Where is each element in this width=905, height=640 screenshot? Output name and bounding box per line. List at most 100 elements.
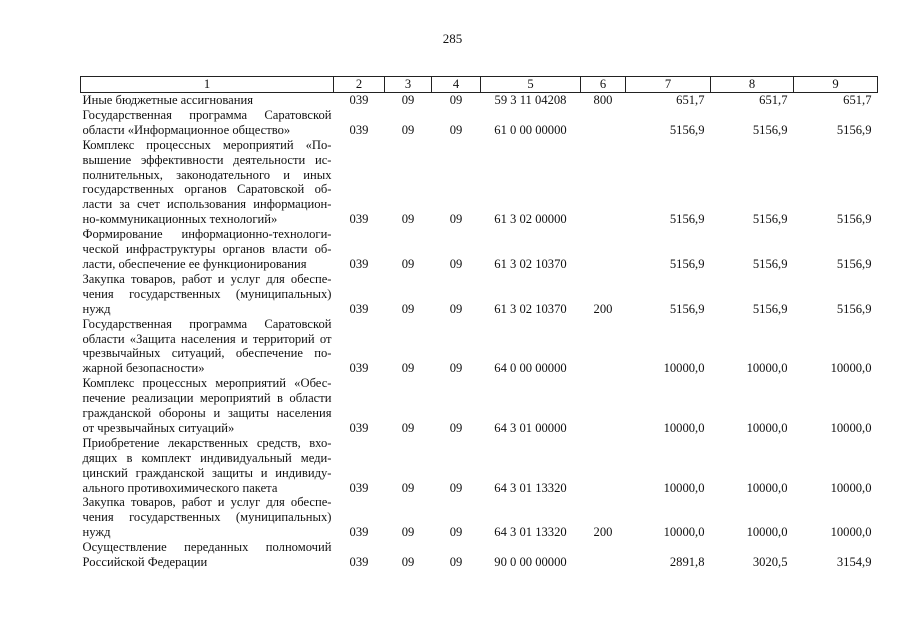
target-article: 64 3 01 00000 <box>494 420 567 435</box>
description-line: дящих в комплект индивидуальный меди- <box>82 450 332 465</box>
expense-type: 200 <box>593 301 613 316</box>
target-article: 61 3 02 00000 <box>494 212 567 227</box>
column-header-8: 8 <box>710 76 794 93</box>
table-row: Приобретение лекарственных средств, вхо-… <box>81 436 878 496</box>
amount-year-2: 10000,0 <box>746 525 788 540</box>
amount-year-1: 10000,0 <box>663 361 705 376</box>
description-line: ческой инфраструктуры органов власти об- <box>82 242 332 257</box>
column-header-7: 7 <box>625 76 711 93</box>
target-article: 59 3 11 04208 <box>494 93 567 107</box>
target-article: 90 0 00 00000 <box>494 555 567 570</box>
description-line: Государственная программа Саратовской <box>82 316 332 331</box>
row-description: Комплекс процессных мероприятий «Обес-пе… <box>81 376 334 436</box>
amount-year-3: 5156,9 <box>836 212 872 227</box>
page-number: 285 <box>442 31 463 46</box>
amount-year-2: 5156,9 <box>752 212 788 227</box>
target-article: 61 3 02 10370 <box>494 301 567 316</box>
admin-code: 039 <box>349 256 369 271</box>
subsection: 09 <box>449 256 463 271</box>
expense-type: 800 <box>593 93 613 107</box>
column-header-9: 9 <box>793 76 878 93</box>
section: 09 <box>401 93 415 107</box>
subsection: 09 <box>449 93 463 107</box>
amount-year-2: 10000,0 <box>746 480 788 495</box>
expense-type <box>581 540 626 570</box>
description-line: чения государственных (муниципальных) <box>82 286 332 301</box>
section: 09 <box>401 420 415 435</box>
target-article: 64 3 01 13320 <box>494 480 567 495</box>
admin-code: 039 <box>349 301 369 316</box>
description-line: нужд <box>82 301 111 316</box>
amount-year-3: 10000,0 <box>830 361 872 376</box>
description-line: полнительных, законодательного и иных <box>82 167 332 182</box>
subsection: 09 <box>449 525 463 540</box>
subsection: 09 <box>449 420 463 435</box>
table-row: Государственная программа Саратовской обл… <box>81 108 878 138</box>
amount-year-1: 2891,8 <box>669 555 705 570</box>
description-line: жарной безопасности» <box>82 361 205 376</box>
subsection: 09 <box>449 555 463 570</box>
expense-type <box>581 138 626 227</box>
row-description: Закупка товаров, работ и услуг для обесп… <box>81 272 334 317</box>
amount-year-2: 5156,9 <box>752 301 788 316</box>
row-description: Осуществление переданных полномочий Росси… <box>81 540 334 570</box>
column-header-4: 4 <box>431 76 481 93</box>
table-row: Осуществление переданных полномочий Росси… <box>81 540 878 570</box>
description-line: гражданской обороны и защиты населения <box>82 406 332 421</box>
subsection: 09 <box>449 480 463 495</box>
amount-year-3: 10000,0 <box>830 420 872 435</box>
description-line: ласти, обеспечение ее функционирования <box>82 256 307 271</box>
subsection: 09 <box>449 122 463 137</box>
description-line: цинский гражданской защиты и индивиду- <box>82 465 332 480</box>
admin-code: 039 <box>349 420 369 435</box>
row-description: Приобретение лекарственных средств, вхо-… <box>81 436 334 496</box>
admin-code: 039 <box>349 525 369 540</box>
amount-year-3: 5156,9 <box>836 122 872 137</box>
target-article: 64 3 01 13320 <box>494 525 567 540</box>
description-line: чения государственных (муниципальных) <box>82 510 332 525</box>
amount-year-3: 3154,9 <box>836 555 872 570</box>
column-header-2: 2 <box>333 76 385 93</box>
column-header-5: 5 <box>480 76 581 93</box>
table-row: Закупка товаров, работ и услуг для обесп… <box>81 495 878 540</box>
row-description: Государственная программа Саратовской обл… <box>81 108 334 138</box>
section: 09 <box>401 361 415 376</box>
amount-year-1: 5156,9 <box>669 301 705 316</box>
description-line: от чрезвычайных ситуаций» <box>82 420 235 435</box>
amount-year-3: 5156,9 <box>836 301 872 316</box>
description-line: ласти за счет использования информацион- <box>82 197 332 212</box>
description-line: Комплекс процессных мероприятий «По- <box>82 137 332 152</box>
description-line: Комплекс процессных мероприятий «Обес- <box>82 376 332 391</box>
description-line: Осуществление переданных полномочий <box>82 540 332 555</box>
admin-code: 039 <box>349 212 369 227</box>
section: 09 <box>401 301 415 316</box>
description-line: Закупка товаров, работ и услуг для обесп… <box>82 495 332 510</box>
description-line: области «Информационное общество» <box>82 122 291 137</box>
amount-year-3: 5156,9 <box>836 256 872 271</box>
description-line: нужд <box>82 525 111 540</box>
subsection: 09 <box>449 301 463 316</box>
amount-year-1: 651,7 <box>676 93 705 107</box>
description-line: Государственная программа Саратовской <box>82 107 332 122</box>
admin-code: 039 <box>349 361 369 376</box>
admin-code: 039 <box>349 122 369 137</box>
description-line: вышение эффективности деятельности ис- <box>82 152 332 167</box>
amount-year-2: 3020,5 <box>752 555 788 570</box>
subsection: 09 <box>449 212 463 227</box>
row-description: Комплекс процессных мероприятий «По-выше… <box>81 138 334 227</box>
description-line: чрезвычайных ситуаций, обеспечение по- <box>82 346 332 361</box>
amount-year-2: 5156,9 <box>752 256 788 271</box>
amount-year-3: 651,7 <box>843 93 872 107</box>
description-line: Приобретение лекарственных средств, вхо- <box>82 435 332 450</box>
expense-type <box>581 436 626 496</box>
section: 09 <box>401 480 415 495</box>
expense-type: 200 <box>593 525 613 540</box>
amount-year-2: 651,7 <box>759 93 788 107</box>
description-line: но-коммуникационных технологий» <box>82 212 278 227</box>
row-description: Формирование информационно-технологи-чес… <box>81 227 334 272</box>
amount-year-1: 10000,0 <box>663 480 705 495</box>
table-row: Государственная программа Саратовской обл… <box>81 317 878 377</box>
column-header-6: 6 <box>580 76 626 93</box>
